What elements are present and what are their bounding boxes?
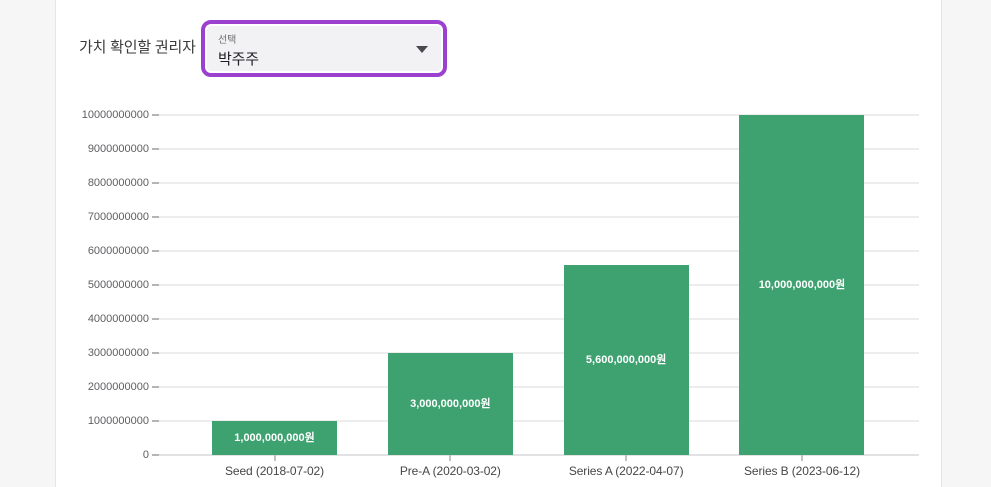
content-card: 가치 확인할 권리자 선택 박주주 0 1000000000 2000000000 3… (55, 0, 942, 487)
y-axis-tick (152, 148, 159, 150)
rights-holder-select[interactable]: 선택 박주주 (201, 20, 447, 77)
x-axis-tick-label: Series B (2023-06-12) (744, 464, 860, 478)
selector-label: 가치 확인할 권리자 (79, 39, 196, 56)
y-axis-tick (152, 386, 159, 388)
valuation-bar-chart: 0 1000000000 2000000000 3000000000 400000000… (56, 0, 941, 487)
x-axis-tick-label: Series A (2022-04-07) (568, 464, 684, 478)
x-axis-tick (449, 455, 452, 461)
grid-line (159, 182, 919, 184)
y-axis-tick-label: 3000000000 (87, 347, 149, 359)
grid-line (159, 318, 919, 320)
bar-value-label: 5,600,000,000원 (585, 353, 667, 366)
y-axis-tick (152, 250, 159, 252)
x-axis-tick (273, 455, 276, 461)
y-axis-tick-label: 2000000000 (87, 381, 149, 393)
grid-line (159, 284, 919, 286)
y-axis-tick (152, 216, 159, 218)
grid-line (159, 148, 919, 150)
y-axis-tick-label: 4000000000 (87, 313, 149, 325)
x-axis-tick-label: Seed (2018-07-02) (224, 464, 325, 478)
y-axis-tick (152, 454, 159, 456)
select-value: 박주주 (218, 51, 259, 68)
y-axis-tick (152, 182, 159, 184)
grid-line (159, 250, 919, 252)
grid-line (159, 386, 919, 388)
x-axis-tick (625, 455, 628, 461)
y-axis-tick-label: 9000000000 (87, 143, 149, 155)
y-axis-tick (152, 284, 159, 286)
chart-bar[interactable] (387, 353, 513, 455)
y-axis-tick (152, 114, 159, 116)
bar-value-label: 3,000,000,000원 (410, 398, 491, 410)
bar-value-label: 10,000,000,000원 (758, 279, 846, 291)
y-axis-tick (152, 318, 159, 320)
chevron-down-icon (416, 46, 428, 53)
y-axis-tick-label: 7000000000 (87, 211, 149, 223)
grid-line (159, 420, 919, 422)
grid-line (159, 454, 919, 456)
chart-bar[interactable] (739, 115, 865, 455)
grid-line (159, 352, 919, 354)
x-axis-tick-label: Pre-A (2020-03-02) (399, 464, 501, 478)
chart-bar[interactable] (563, 264, 689, 455)
y-axis-tick-label: 10000000000 (81, 109, 149, 121)
y-axis-tick-label: 8000000000 (87, 177, 149, 189)
grid-line (159, 216, 919, 218)
y-axis-tick-label: 5000000000 (87, 279, 149, 291)
y-axis-tick-label: 6000000000 (87, 245, 149, 257)
y-axis-tick (152, 420, 159, 422)
y-axis-tick (152, 352, 159, 354)
grid-line (159, 114, 919, 116)
y-axis-tick-label: 1000000000 (87, 415, 149, 427)
chart-bar[interactable] (212, 421, 337, 455)
x-axis-tick (800, 455, 803, 461)
y-axis-tick-label: 0 (142, 449, 149, 461)
bar-value-label: 1,000,000,000원 (234, 432, 315, 444)
select-floating-label: 선택 (218, 35, 237, 46)
